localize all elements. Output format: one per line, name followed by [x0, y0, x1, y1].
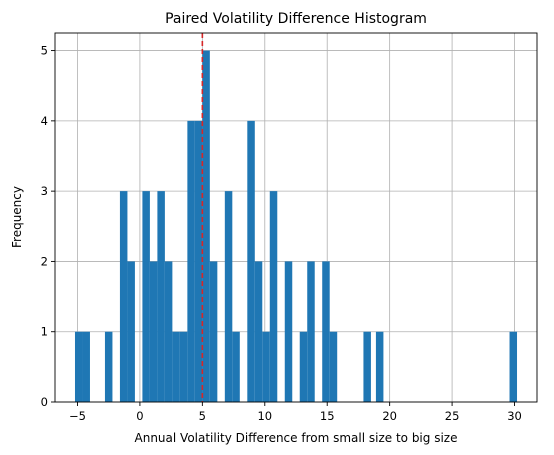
histogram-bar	[209, 261, 218, 402]
histogram-bar	[194, 120, 203, 402]
x-tick-label: 20	[382, 409, 397, 423]
histogram-bar	[164, 261, 173, 402]
histogram-bar	[187, 120, 195, 402]
histogram-bar	[157, 191, 165, 402]
x-axis-ticks: −5 0 5 10 15 20 25 30	[69, 402, 522, 423]
y-tick-label: 4	[41, 114, 48, 128]
histogram-bar	[119, 191, 128, 402]
x-tick-label: 0	[136, 409, 143, 423]
histogram-bars	[74, 50, 518, 402]
y-tick-label: 0	[41, 395, 48, 409]
y-tick-label: 1	[41, 325, 48, 339]
histogram-bar	[149, 261, 158, 402]
histogram-bar	[329, 331, 338, 402]
histogram-bar	[202, 50, 210, 402]
y-tick-label: 5	[41, 44, 48, 58]
x-axis-label: Annual Volatility Difference from small …	[135, 431, 458, 445]
histogram-bar	[127, 261, 135, 402]
histogram-bar	[509, 331, 518, 402]
histogram-bar	[172, 331, 180, 402]
histogram-bar	[363, 331, 371, 402]
x-tick-label: 30	[507, 409, 522, 423]
x-tick-label: 5	[199, 409, 206, 423]
histogram-bar	[254, 261, 263, 402]
y-axis-label: Frequency	[10, 186, 24, 248]
chart-title: Paired Volatility Difference Histogram	[165, 11, 427, 27]
x-tick-label: 15	[320, 409, 335, 423]
histogram-bar	[179, 331, 188, 402]
histogram-bar	[322, 261, 330, 402]
x-tick-label: 25	[445, 409, 460, 423]
histogram-bar	[224, 191, 233, 402]
histogram-bar	[299, 331, 308, 402]
histogram-bar	[74, 331, 83, 402]
y-axis-ticks: 0 1 2 3 4 5	[41, 44, 55, 409]
plot-frame	[54, 32, 538, 403]
histogram-bar	[104, 331, 113, 402]
grid-lines	[55, 33, 537, 403]
histogram-bar	[307, 261, 315, 402]
y-tick-label: 2	[41, 254, 48, 268]
histogram-bar	[142, 191, 150, 402]
histogram-bar	[269, 191, 278, 402]
histogram-bar	[82, 331, 90, 402]
histogram-bar	[247, 120, 255, 402]
histogram-bar	[232, 331, 240, 402]
x-tick-label: 10	[257, 409, 272, 423]
y-tick-label: 3	[41, 184, 48, 198]
histogram-bar	[262, 331, 270, 402]
x-tick-label: −5	[69, 409, 86, 423]
histogram-bar	[375, 331, 384, 402]
histogram-bar	[284, 261, 293, 402]
